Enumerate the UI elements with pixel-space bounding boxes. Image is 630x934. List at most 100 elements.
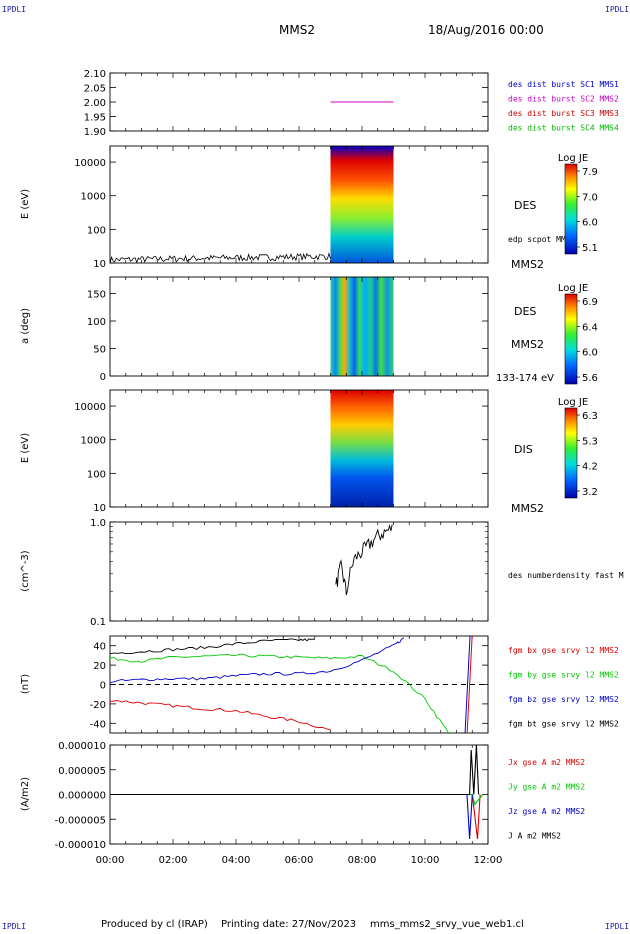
y-axis-label: (cm^-3) (20, 550, 31, 591)
y-tick-label: 100 (87, 469, 106, 480)
y-axis-label: (A/m2) (20, 777, 31, 811)
y-tick-label: 100 (87, 225, 106, 236)
x-tick-label: 12:00 (474, 855, 503, 866)
legend-1: des dist burst SC1 MMS1 (508, 80, 619, 89)
y-tick-label: 0.000000 (58, 791, 106, 802)
fgm-swing (464, 635, 471, 734)
series-line (110, 744, 480, 796)
legend-3: des dist burst SC3 MMS3 (508, 109, 619, 118)
y-tick-label: 10 (93, 503, 106, 514)
y-tick-label: 40 (93, 642, 106, 653)
des-energy-panel (109, 145, 489, 264)
spacecraft-label: MMS2 (511, 338, 544, 351)
des-energy-spectrogram (330, 146, 394, 263)
colorbar-tick-label: 6.0 (582, 218, 598, 229)
y-tick-label: 10 (93, 259, 106, 270)
legend-current-1: Jy gse A m2 MMS2 (508, 783, 585, 792)
fgm-line (110, 700, 331, 731)
y-tick-label: 50 (93, 345, 106, 356)
des-energy-colorbar-title: Log JE (558, 153, 588, 164)
y-tick-label: -40 (90, 719, 106, 730)
y-tick-label: 0 (100, 372, 106, 383)
series-line (110, 793, 473, 840)
legend-fgm-3: fgm bt gse srvy l2 MMS2 (508, 720, 619, 729)
x-tick-label: 00:00 (96, 855, 125, 866)
fgm-line (110, 637, 405, 684)
legend-current-2: Jz gse A m2 MMS2 (508, 807, 585, 816)
legend-fgm-1: fgm by gse srvy l2 MMS2 (508, 671, 619, 680)
corner-label-top-left: IPDLI (2, 5, 27, 14)
date-title: 18/Aug/2016 00:00 (428, 23, 544, 37)
fgm-line (110, 653, 449, 733)
produced-by: Produced by cl (IRAP) (101, 919, 208, 930)
colorbar-tick-label: 7.9 (582, 167, 598, 178)
des-pitch-panel (109, 276, 489, 377)
y-tick-label: 10000 (74, 158, 106, 169)
density-line (335, 524, 393, 596)
y-tick-label: -0.000005 (55, 815, 106, 826)
y-tick-label: 10000 (74, 402, 106, 413)
x-tick-label: 02:00 (159, 855, 188, 866)
fgm-swing (466, 635, 473, 734)
y-tick-label: 150 (87, 290, 106, 301)
y-tick-label: 0.000010 (58, 741, 106, 752)
legend-density: des numberdensity fast M (508, 571, 624, 580)
density-panel (109, 521, 489, 622)
spacecraft-title: MMS2 (279, 23, 315, 37)
colorbar-tick-label: 5.6 (582, 373, 598, 384)
colorbar-tick-label: 6.9 (582, 297, 598, 308)
des-energy-colorbar (564, 163, 578, 255)
dis-energy-spectrogram (330, 390, 394, 507)
y-tick-label: -20 (90, 700, 106, 711)
legend-current-3: J A m2 MMS2 (508, 832, 561, 841)
colorbar-tick-label: 6.3 (582, 411, 598, 422)
des-pitch-colorbar-title: Log JE (558, 283, 588, 294)
y-tick-label: 0.1 (90, 617, 106, 628)
x-tick-label: 04:00 (222, 855, 251, 866)
y-tick-label: 1.95 (84, 113, 106, 124)
y-tick-label: 1000 (81, 192, 106, 203)
colorbar-tick-label: 6.4 (582, 322, 598, 333)
y-tick-label: 1000 (81, 436, 106, 447)
energy-range-label: 133-174 eV (496, 373, 554, 384)
corner-label-bottom-left: IPDLI (2, 922, 27, 931)
dis-energy-colorbar (564, 407, 578, 499)
corner-label-top-right: IPDLI (605, 5, 630, 14)
spacecraft-label: MMS2 (511, 502, 544, 515)
colorbar-tick-label: 5.3 (582, 436, 598, 447)
dis-energy-colorbar-title: Log JE (558, 397, 588, 408)
colorbar-tick-label: 7.0 (582, 192, 598, 203)
corner-label-bottom-right: IPDLI (605, 922, 630, 931)
scpot-trace (109, 252, 331, 264)
y-tick-label: 2.10 (84, 69, 106, 80)
colorbar-tick-label: 3.2 (582, 487, 598, 498)
x-tick-label: 06:00 (285, 855, 314, 866)
colorbar-tick-label: 6.0 (582, 348, 598, 359)
legend-2: des dist burst SC2 MMS2 (508, 95, 619, 104)
y-tick-label: 1.0 (90, 518, 106, 529)
legend-fgm-2: fgm bz gse srvy l2 MMS2 (508, 695, 619, 704)
colorbar-tick-label: 4.2 (582, 462, 598, 473)
y-tick-label: 0.000005 (58, 766, 106, 777)
instrument-label: DIS (514, 443, 533, 456)
y-axis-label: E (eV) (20, 189, 31, 219)
series-line (110, 793, 481, 840)
colorbar-tick-label: 5.1 (582, 243, 598, 254)
des-pitch-spectrogram (330, 277, 394, 376)
overlay-label: edp scpot MMS2 (508, 235, 576, 244)
burst-panel (109, 72, 489, 132)
des-pitch-colorbar (564, 293, 578, 385)
file-name: mms_mms2_srvy_vue_web1.cl (370, 919, 524, 930)
y-tick-label: 2.05 (84, 84, 106, 95)
legend-4: des dist burst SC4 MMS4 (508, 124, 619, 133)
legend-current-0: Jx gse A m2 MMS2 (508, 758, 585, 767)
printing-date: Printing date: 27/Nov/2023 (221, 919, 357, 930)
y-axis-label: (nT) (20, 674, 31, 694)
y-tick-label: 0 (100, 681, 106, 692)
dis-energy-panel (109, 389, 489, 508)
y-tick-label: 1.90 (84, 127, 106, 138)
y-axis-label: a (deg) (20, 308, 31, 344)
instrument-label: DES (514, 199, 536, 212)
y-tick-label: 2.00 (84, 98, 106, 109)
